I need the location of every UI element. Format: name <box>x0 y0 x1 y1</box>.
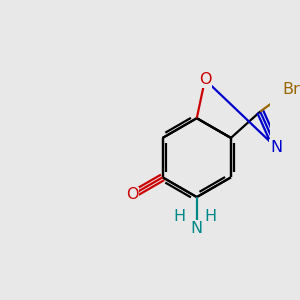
Text: Br: Br <box>282 82 300 97</box>
Text: O: O <box>126 187 139 202</box>
Text: H: H <box>205 208 217 224</box>
Text: N: N <box>270 140 282 155</box>
Text: O: O <box>199 72 211 87</box>
Text: N: N <box>191 221 203 236</box>
Text: H: H <box>173 208 185 224</box>
